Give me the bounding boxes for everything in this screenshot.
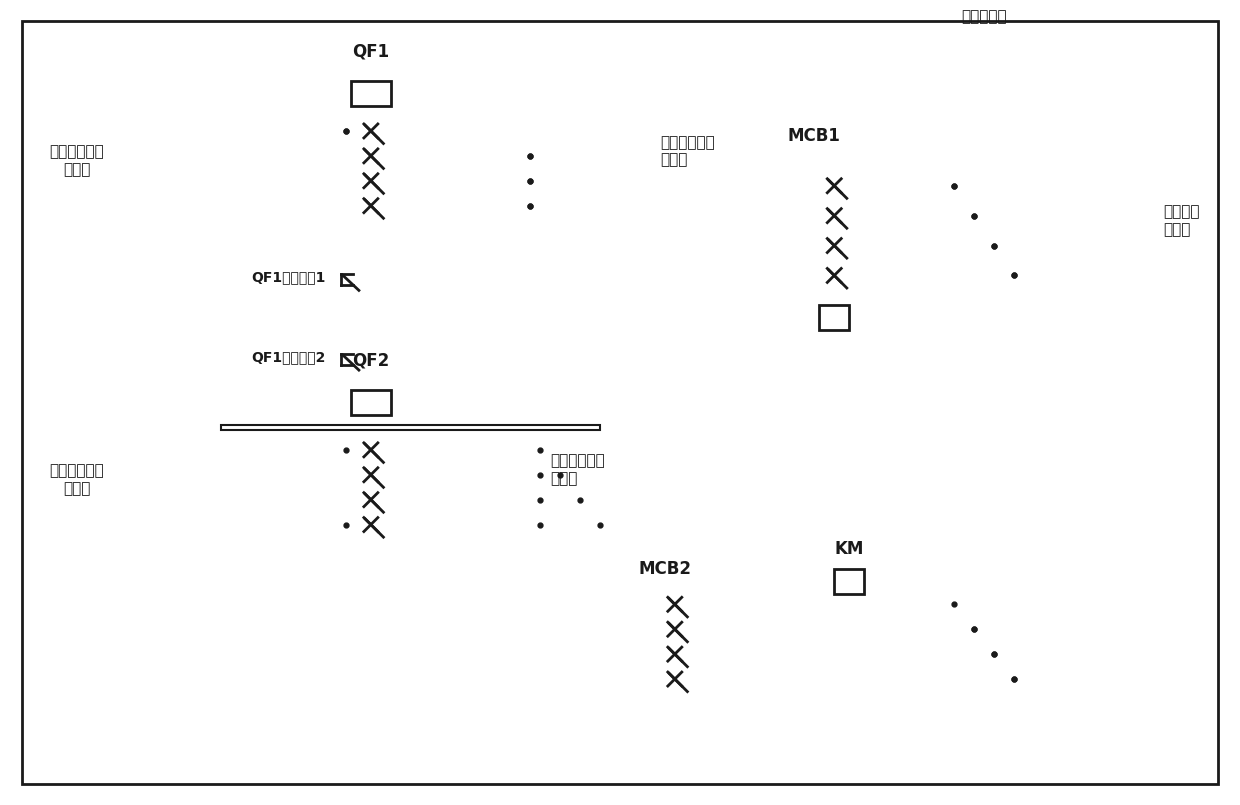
Text: MCB1: MCB1 [787,127,841,145]
Text: QF1辅助触点2: QF1辅助触点2 [252,350,326,364]
Text: 第一充电模块
输出端: 第一充电模块 输出端 [660,134,714,167]
Text: MCB2: MCB2 [639,560,692,579]
Bar [835,569,864,594]
Bar [351,390,391,415]
Text: QF1: QF1 [352,42,389,60]
Text: KM: KM [835,540,864,559]
Text: 第二供电电路
输入端: 第二供电电路 输入端 [50,464,104,496]
Bar [820,305,849,330]
Text: 切换输出端: 切换输出端 [961,9,1007,24]
Text: 第一供电电路
输入端: 第一供电电路 输入端 [50,145,104,177]
Bar [351,81,391,106]
Text: 控制电源
输出端: 控制电源 输出端 [1163,204,1199,237]
Text: QF1辅助触点1: QF1辅助触点1 [252,270,326,284]
Bar [222,425,600,430]
Text: QF2: QF2 [352,351,389,369]
Text: 第二充电模块
输出端: 第二充电模块 输出端 [551,453,605,486]
